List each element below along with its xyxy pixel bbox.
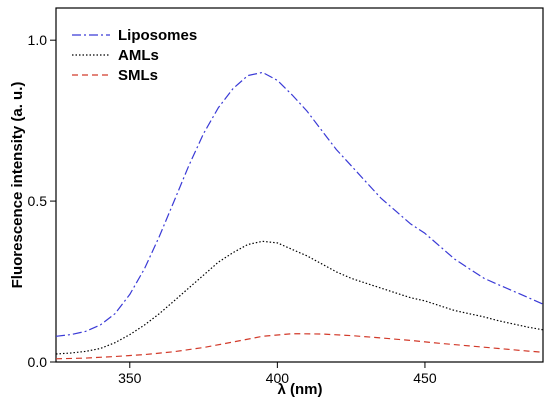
y-tick-label: 1.0 <box>28 32 48 48</box>
series-line-liposomes <box>55 71 544 337</box>
series-group <box>55 71 544 360</box>
series-line-smls <box>55 333 544 360</box>
series-line-amls <box>55 240 544 355</box>
legend: Liposomes AMLs SMLs <box>72 27 197 84</box>
plot-frame-group <box>55 7 544 363</box>
ticks-group: 350 400 450 0.0 0.5 1.0 <box>28 32 437 386</box>
legend-label-smls: SMLs <box>118 67 158 84</box>
x-tick-label: 350 <box>118 370 142 386</box>
y-tick-label: 0.0 <box>28 354 48 370</box>
x-axis-title: λ (nm) <box>278 381 323 398</box>
legend-label-liposomes: Liposomes <box>118 27 197 44</box>
plot-frame <box>55 7 544 363</box>
legend-label-amls: AMLs <box>118 47 159 64</box>
x-tick-label: 400 <box>266 370 290 386</box>
y-tick-label: 0.5 <box>28 193 48 209</box>
y-axis-title: Fluorescence intensity (a. u.) <box>9 82 26 289</box>
x-tick-label: 450 <box>413 370 437 386</box>
